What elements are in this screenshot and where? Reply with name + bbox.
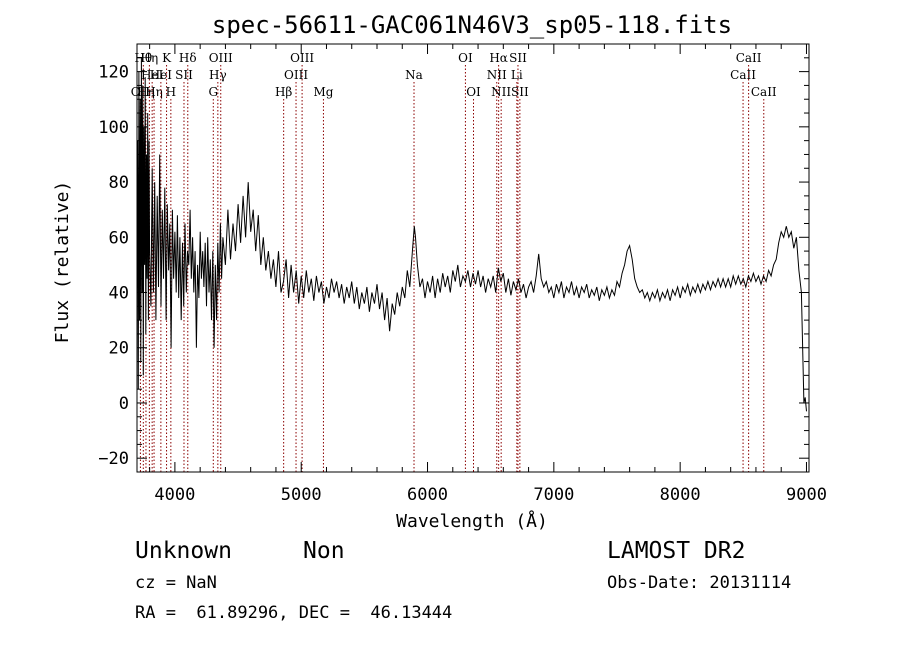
line-marker-label: HeI: [150, 68, 173, 82]
line-marker-label: NII: [487, 68, 507, 82]
line-marker-label: Mg: [313, 85, 333, 99]
x-axis-label: Wavelength (Å): [396, 510, 548, 532]
x-tick-label: 9000: [786, 485, 827, 505]
spectral-line-markers: OIIHθHηHηHeIHηHeIKHSIIHδGHγOIIIHβOIIIOII…: [131, 51, 777, 472]
y-tick-label: −20: [98, 449, 129, 469]
redshift-text: cz = NaN: [135, 573, 217, 593]
x-tick-label: 8000: [660, 485, 701, 505]
y-tick-label: 120: [98, 63, 129, 83]
y-tick-label: 20: [109, 339, 129, 359]
line-marker-label: Hθ: [134, 51, 152, 65]
line-marker-label: OIII: [209, 51, 233, 65]
spectrum-chart: spec-56611-GAC061N46V3_sp05-118.fits OII…: [52, 11, 827, 532]
line-marker-label: Hα: [489, 51, 508, 65]
y-tick-label: 40: [109, 284, 129, 304]
line-marker-label: Hη: [145, 85, 163, 99]
y-tick-label: 80: [109, 173, 129, 193]
line-marker-label: Li: [511, 68, 523, 82]
line-marker-label: Na: [405, 68, 423, 82]
y-axis-label: Flux (relative): [52, 181, 73, 344]
x-tick-label: 7000: [533, 485, 574, 505]
line-marker-label: SII: [511, 85, 529, 99]
y-tick-label: 60: [109, 228, 129, 248]
y-axis-ticks: −20 0 20 40 60 80 100 120: [98, 57, 809, 469]
line-marker-label: OI: [458, 51, 473, 65]
x-tick-label: 4000: [154, 485, 195, 505]
line-marker-label: OI: [466, 85, 481, 99]
plot-frame: [136, 43, 810, 473]
line-marker-label: SII: [175, 68, 193, 82]
line-marker-label: OIII: [290, 51, 314, 65]
object-class: Unknown: [135, 538, 232, 564]
x-axis-ticks: 4000 5000 6000 7000 8000 9000: [149, 44, 827, 505]
line-marker-label: Hδ: [179, 51, 197, 65]
line-marker-label: OIII: [284, 68, 308, 82]
y-tick-label: 0: [119, 394, 129, 414]
line-marker-label: K: [162, 51, 172, 65]
line-marker-label: CaII: [751, 85, 777, 99]
spectrum-series: [136, 57, 807, 412]
coordinates-text: RA = 61.89296, DEC = 46.13444: [135, 603, 453, 623]
line-marker-label: H: [166, 85, 176, 99]
spectrum-line: [136, 57, 807, 412]
line-marker-label: NII: [491, 85, 511, 99]
line-marker-label: Hη: [141, 51, 159, 65]
x-tick-label: 6000: [407, 485, 448, 505]
line-marker-label: G: [208, 85, 218, 99]
obs-date-text: Obs-Date: 20131114: [607, 573, 792, 593]
x-tick-label: 5000: [281, 485, 322, 505]
line-marker-label: CaII: [730, 68, 756, 82]
y-tick-label: 100: [98, 118, 129, 138]
line-marker-label: Hγ: [209, 68, 227, 82]
object-subclass: Non: [303, 538, 345, 564]
line-marker-label: Hβ: [275, 85, 292, 99]
survey-name: LAMOST DR2: [607, 538, 746, 564]
line-marker-label: SII: [509, 51, 527, 65]
chart-title: spec-56611-GAC061N46V3_sp05-118.fits: [212, 11, 732, 39]
line-marker-label: CaII: [736, 51, 762, 65]
